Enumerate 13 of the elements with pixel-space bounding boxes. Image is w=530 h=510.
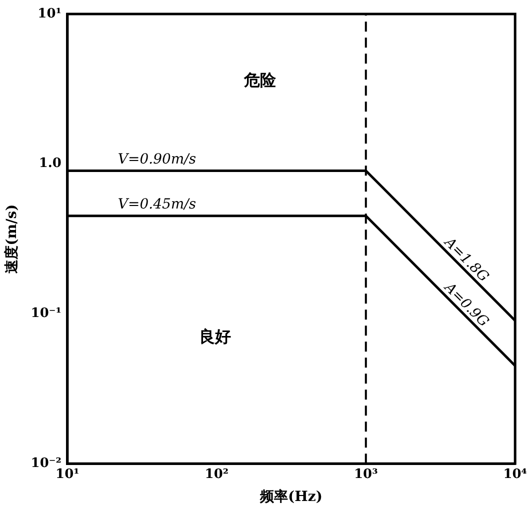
- y-tick-label: 1.0: [38, 156, 62, 172]
- series-label: V=0.90m/s: [118, 151, 196, 168]
- x-tick-label: 10³: [354, 466, 378, 482]
- x-tick-label: 10¹: [56, 466, 80, 482]
- x-tick-label: 10²: [204, 466, 229, 482]
- x-axis-title: 频率(Hz): [259, 488, 322, 506]
- y-tick-label: 10¹: [38, 6, 62, 22]
- annotation: 危险: [242, 70, 277, 90]
- annotation: 良好: [199, 326, 232, 346]
- y-axis-title: 速度(m/s): [3, 204, 20, 274]
- y-tick-label: 10⁻¹: [30, 306, 62, 322]
- x-tick-label: 10⁴: [503, 466, 528, 482]
- series-label: V=0.45m/s: [118, 196, 196, 212]
